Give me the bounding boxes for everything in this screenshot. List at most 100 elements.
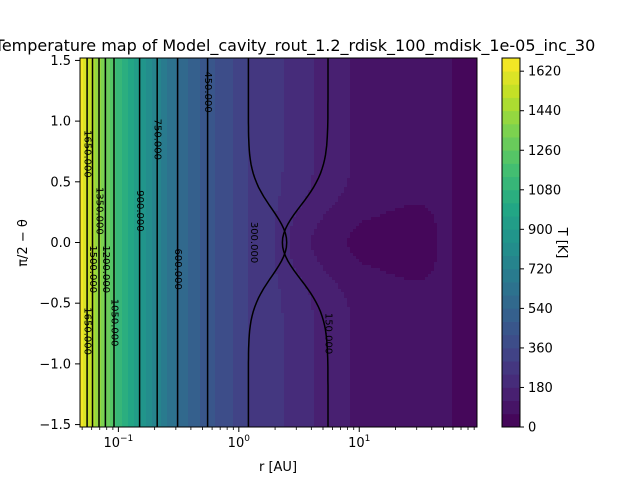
heatmap-cell [161, 337, 165, 341]
heatmap-cell [125, 130, 129, 134]
heatmap-cell [158, 337, 162, 341]
heatmap-cell [134, 148, 138, 152]
heatmap-cell [161, 343, 165, 347]
heatmap-cell [182, 253, 186, 257]
heatmap-cell [119, 118, 123, 122]
heatmap-cell [134, 91, 138, 95]
heatmap-cell [164, 121, 168, 125]
heatmap-cell [95, 121, 99, 125]
heatmap-cell [92, 367, 96, 371]
heatmap-cell [158, 277, 162, 281]
heatmap-cell [182, 316, 186, 320]
heatmap-cell [83, 421, 87, 425]
heatmap-cell [188, 367, 192, 371]
heatmap-cell [167, 109, 171, 113]
heatmap-cell [200, 199, 204, 203]
heatmap-cell [119, 262, 123, 266]
heatmap-cell [197, 61, 201, 65]
heatmap-cell [179, 172, 183, 176]
heatmap-cell [146, 340, 150, 344]
heatmap-cell [182, 58, 186, 62]
heatmap-cell [164, 352, 168, 356]
heatmap-cell [128, 202, 132, 206]
heatmap-cell [107, 289, 111, 293]
heatmap-cell [125, 85, 129, 89]
heatmap-cell [182, 199, 186, 203]
heatmap-cell [200, 151, 204, 155]
heatmap-cell [134, 307, 138, 311]
heatmap-cell [191, 217, 195, 221]
heatmap-cell [158, 106, 162, 110]
heatmap-cell [92, 277, 96, 281]
heatmap-cell [80, 148, 84, 152]
heatmap-cell [191, 235, 195, 239]
heatmap-cell [89, 424, 93, 427]
heatmap-cell [131, 175, 135, 179]
heatmap-cell [116, 169, 120, 173]
heatmap-cell [116, 229, 120, 233]
heatmap-cell [164, 244, 168, 248]
heatmap-cell [149, 331, 153, 335]
heatmap-cell [146, 397, 150, 401]
heatmap-cell [185, 367, 189, 371]
heatmap-cell [167, 91, 171, 95]
heatmap-cell [170, 97, 174, 101]
heatmap-cell [164, 130, 168, 134]
heatmap-cell [101, 142, 105, 146]
heatmap-cell [149, 391, 153, 395]
heatmap-cell [119, 217, 123, 221]
heatmap-cell [83, 391, 87, 395]
heatmap-cell [158, 403, 162, 407]
heatmap-cell [95, 202, 99, 206]
heatmap-cell [119, 274, 123, 278]
heatmap-cell [92, 58, 96, 62]
heatmap-cell [173, 61, 177, 65]
heatmap-cell [161, 154, 165, 158]
heatmap-cell [137, 394, 141, 398]
heatmap-cell [149, 250, 153, 254]
heatmap-cell [161, 256, 165, 260]
heatmap-cell [89, 412, 93, 416]
heatmap-cell [161, 373, 165, 377]
heatmap-cell [119, 223, 123, 227]
heatmap-cell [170, 418, 174, 422]
heatmap-cell [185, 223, 189, 227]
heatmap-cell [191, 412, 195, 416]
heatmap-cell [83, 82, 87, 86]
heatmap-cell [179, 331, 183, 335]
heatmap-cell [164, 298, 168, 302]
heatmap-cell [173, 181, 177, 185]
heatmap-cell [119, 100, 123, 104]
heatmap-cell [140, 316, 144, 320]
heatmap-cell [182, 82, 186, 86]
heatmap-cell [164, 223, 168, 227]
heatmap-cell [143, 88, 147, 92]
heatmap-cell [95, 361, 99, 365]
heatmap-cell [191, 148, 195, 152]
heatmap-cell [170, 304, 174, 308]
heatmap-cell [128, 343, 132, 347]
heatmap-cell [146, 289, 150, 293]
heatmap-cell [167, 319, 171, 323]
heatmap-cell [110, 391, 114, 395]
heatmap-cell [107, 280, 111, 284]
heatmap-cell [128, 397, 132, 401]
heatmap-cell [158, 421, 162, 425]
heatmap-cell [80, 214, 84, 218]
heatmap-cell [164, 412, 168, 416]
heatmap-cell [185, 271, 189, 275]
heatmap-cell [116, 412, 120, 416]
heatmap-cell [188, 154, 192, 158]
heatmap-cell [119, 136, 123, 140]
heatmap-cell [161, 235, 165, 239]
heatmap-cell [122, 235, 126, 239]
heatmap-cell [140, 115, 144, 119]
heatmap-cell [188, 67, 192, 71]
heatmap-cell [158, 121, 162, 125]
heatmap-cell [137, 412, 141, 416]
heatmap-cell [89, 280, 93, 284]
heatmap-cell [131, 85, 135, 89]
heatmap-cell [167, 394, 171, 398]
heatmap-cell [119, 121, 123, 125]
heatmap-cell [131, 373, 135, 377]
